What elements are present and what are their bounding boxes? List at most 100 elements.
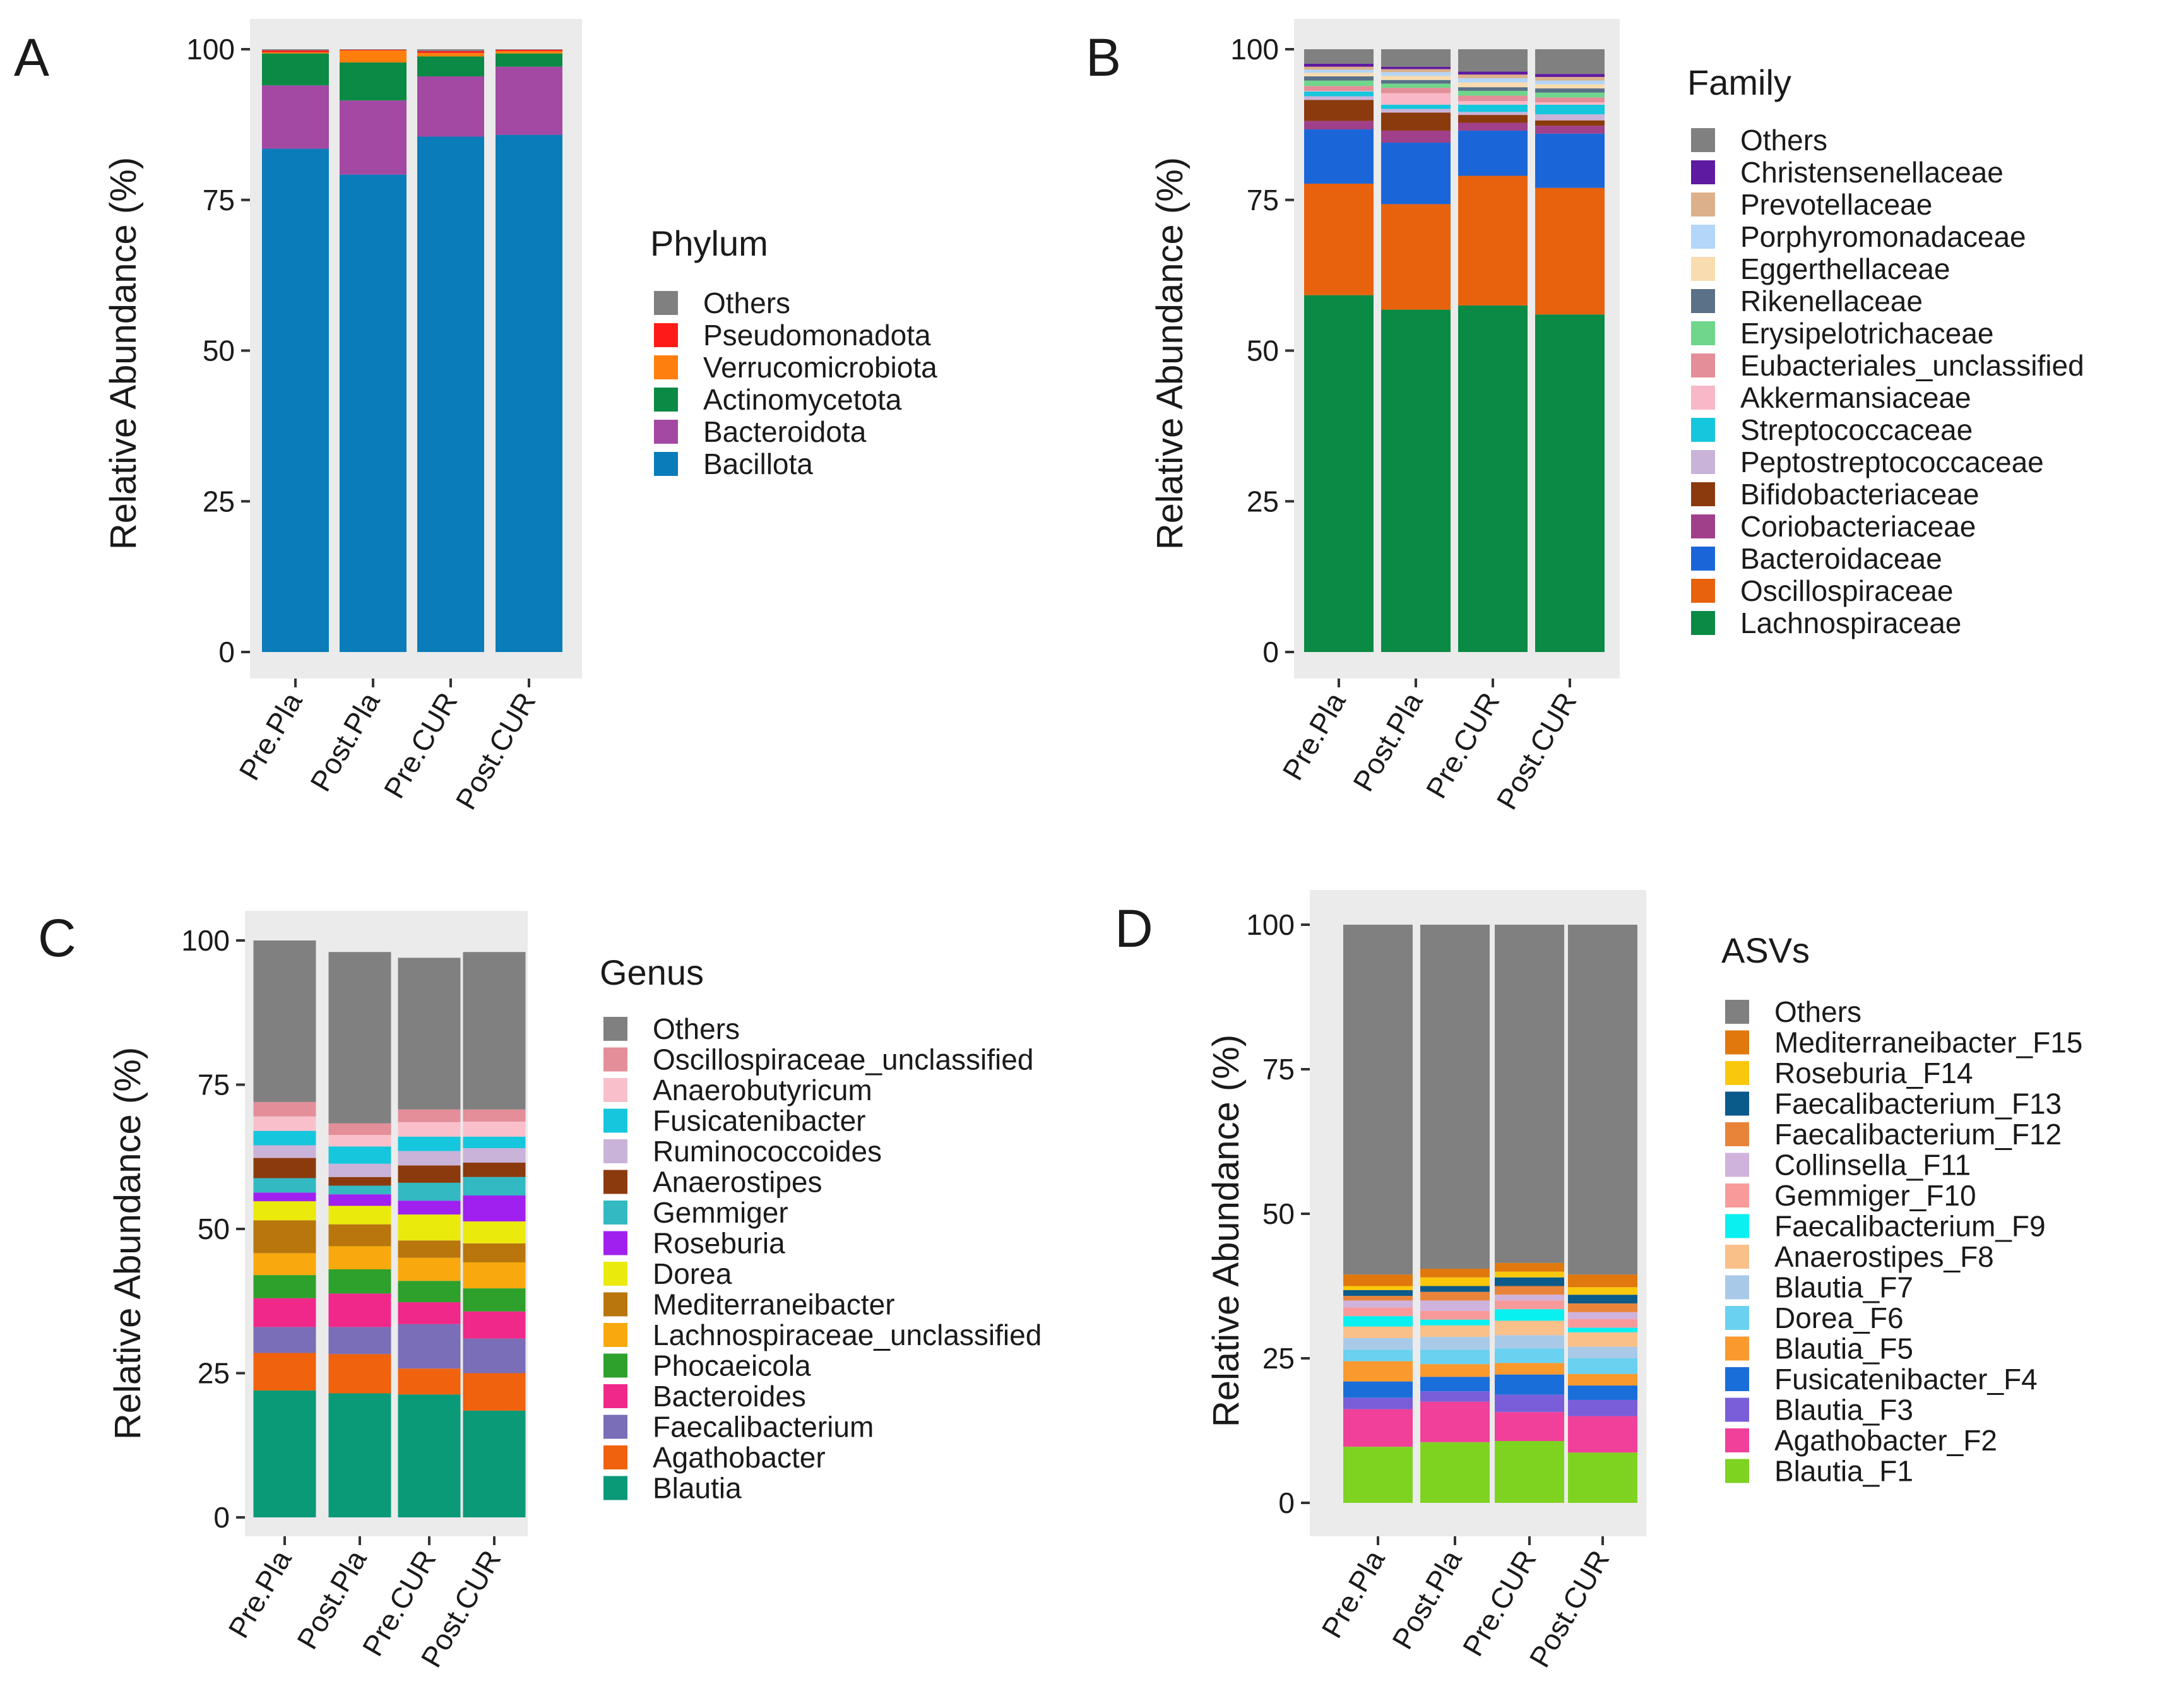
bar-segment [1568, 925, 1637, 1275]
legend-label: Anaerostipes [653, 1166, 822, 1199]
bar-segment [1568, 1312, 1637, 1319]
bar-segment [1343, 1296, 1413, 1301]
bar-segment [398, 1151, 461, 1166]
legend-swatch [1691, 160, 1715, 184]
legend-swatch [603, 1047, 627, 1072]
bar-segment [1420, 1291, 1490, 1301]
legend-swatch [603, 1292, 627, 1317]
bar-segment [1420, 925, 1490, 1269]
bar-post-pla [328, 952, 391, 1517]
legend-label: Fusicatenibacter [653, 1105, 866, 1137]
x-tick-label: Pre.Pla [1315, 1545, 1391, 1644]
legend-label: Anaerobutyricum [653, 1074, 872, 1106]
bar-segment [253, 1201, 316, 1221]
bar-segment [1304, 73, 1374, 76]
bar-segment [1304, 121, 1374, 130]
legend-swatch [1691, 128, 1715, 152]
bar-segment [1381, 93, 1451, 105]
legend-title: ASVs [1721, 930, 1810, 970]
bar-post-cur [496, 49, 562, 653]
y-tick-label: 0 [1262, 636, 1279, 668]
bar-segment [1568, 1358, 1637, 1374]
legend: Family OthersChristensenellaceaePrevotell… [1687, 62, 2084, 639]
legend-label: Bacillota [703, 448, 813, 480]
bar-post-pla [340, 49, 407, 652]
legend-label: Christensenellaceae [1740, 156, 2004, 189]
bars [262, 49, 562, 653]
bar-segment [417, 76, 484, 137]
legend-label: Faecalibacterium [653, 1411, 874, 1444]
bar-segment [253, 1390, 316, 1517]
bar-segment [328, 1393, 391, 1517]
bar-segment [398, 1257, 461, 1281]
bar-pre-cur [1458, 49, 1528, 652]
bar-segment [262, 50, 329, 52]
bar-segment [1535, 133, 1605, 188]
bar-segment [1420, 1286, 1490, 1292]
bar-segment [1381, 104, 1451, 109]
bar-segment [1304, 66, 1374, 70]
legend-label: Bacteroidaceae [1740, 542, 1942, 575]
bar-segment [253, 940, 316, 1102]
bar-segment [340, 62, 407, 101]
y-tick-label: 50 [1262, 1197, 1295, 1230]
bar-segment [328, 1206, 391, 1225]
legend-label: Blautia_F5 [1774, 1332, 1913, 1365]
bar-segment [340, 174, 407, 652]
y-axis-title: Relative Abundance (%) [103, 157, 144, 550]
legend-swatch [654, 388, 678, 412]
legend-label: Bacteroidota [703, 415, 867, 448]
legend-swatch [603, 1323, 627, 1347]
bar-segment [1381, 69, 1451, 73]
bar-segment [463, 952, 526, 1110]
bar-segment [1535, 80, 1605, 85]
legend-label: Collinsella_F11 [1774, 1149, 1971, 1182]
legend-label: Others [703, 287, 790, 319]
bar-segment [1535, 49, 1605, 74]
bar-segment [1458, 74, 1528, 78]
bar-segment [1458, 90, 1528, 96]
legend-label: Porphyromonadaceae [1740, 220, 2026, 253]
legend-swatch [654, 355, 678, 379]
bar-segment [398, 1394, 461, 1517]
legend-swatch [1691, 353, 1715, 377]
legend-label: Actinomycetota [703, 383, 902, 416]
bar-segment [253, 1327, 316, 1353]
legend-swatch [1691, 418, 1715, 442]
bar-segment [1495, 1271, 1564, 1278]
bar-segment [1420, 1300, 1490, 1311]
bar-segment [1343, 1381, 1413, 1398]
bar-segment [253, 1158, 316, 1178]
bar-post-cur [1535, 49, 1605, 652]
bar-segment [1458, 87, 1528, 91]
x-tick-label: Post.Pla [1386, 1545, 1468, 1655]
bar-segment [398, 1240, 461, 1258]
bar-segment [1420, 1269, 1490, 1278]
panel-letter: B [1086, 28, 1121, 87]
bar-segment [1458, 130, 1528, 176]
bar-segment [1495, 925, 1564, 1263]
bar-segment [1535, 84, 1605, 89]
bar-segment [1535, 187, 1605, 315]
bar-segment [1495, 1286, 1564, 1295]
bar-segment [398, 1281, 461, 1303]
legend-swatch [1691, 386, 1715, 410]
bar-segment [1535, 92, 1605, 98]
bar-segment [463, 1109, 526, 1122]
legend-swatch [603, 1384, 627, 1408]
legend-swatch [1725, 1428, 1749, 1452]
bar-segment [1420, 1337, 1490, 1350]
legend-swatch [1691, 289, 1715, 313]
bar-segment [328, 1354, 391, 1394]
bar-segment [1495, 1300, 1564, 1310]
bar-segment [463, 1121, 526, 1137]
legend-label: Faecalibacterium_F9 [1774, 1210, 2046, 1243]
y-axis: 0 25 50 75 100 [186, 33, 250, 668]
legend-swatch [603, 1476, 627, 1500]
bar-segment [1568, 1327, 1637, 1332]
bar-segment [1495, 1320, 1564, 1336]
bar-segment [496, 53, 562, 67]
bar-segment [1304, 96, 1374, 100]
